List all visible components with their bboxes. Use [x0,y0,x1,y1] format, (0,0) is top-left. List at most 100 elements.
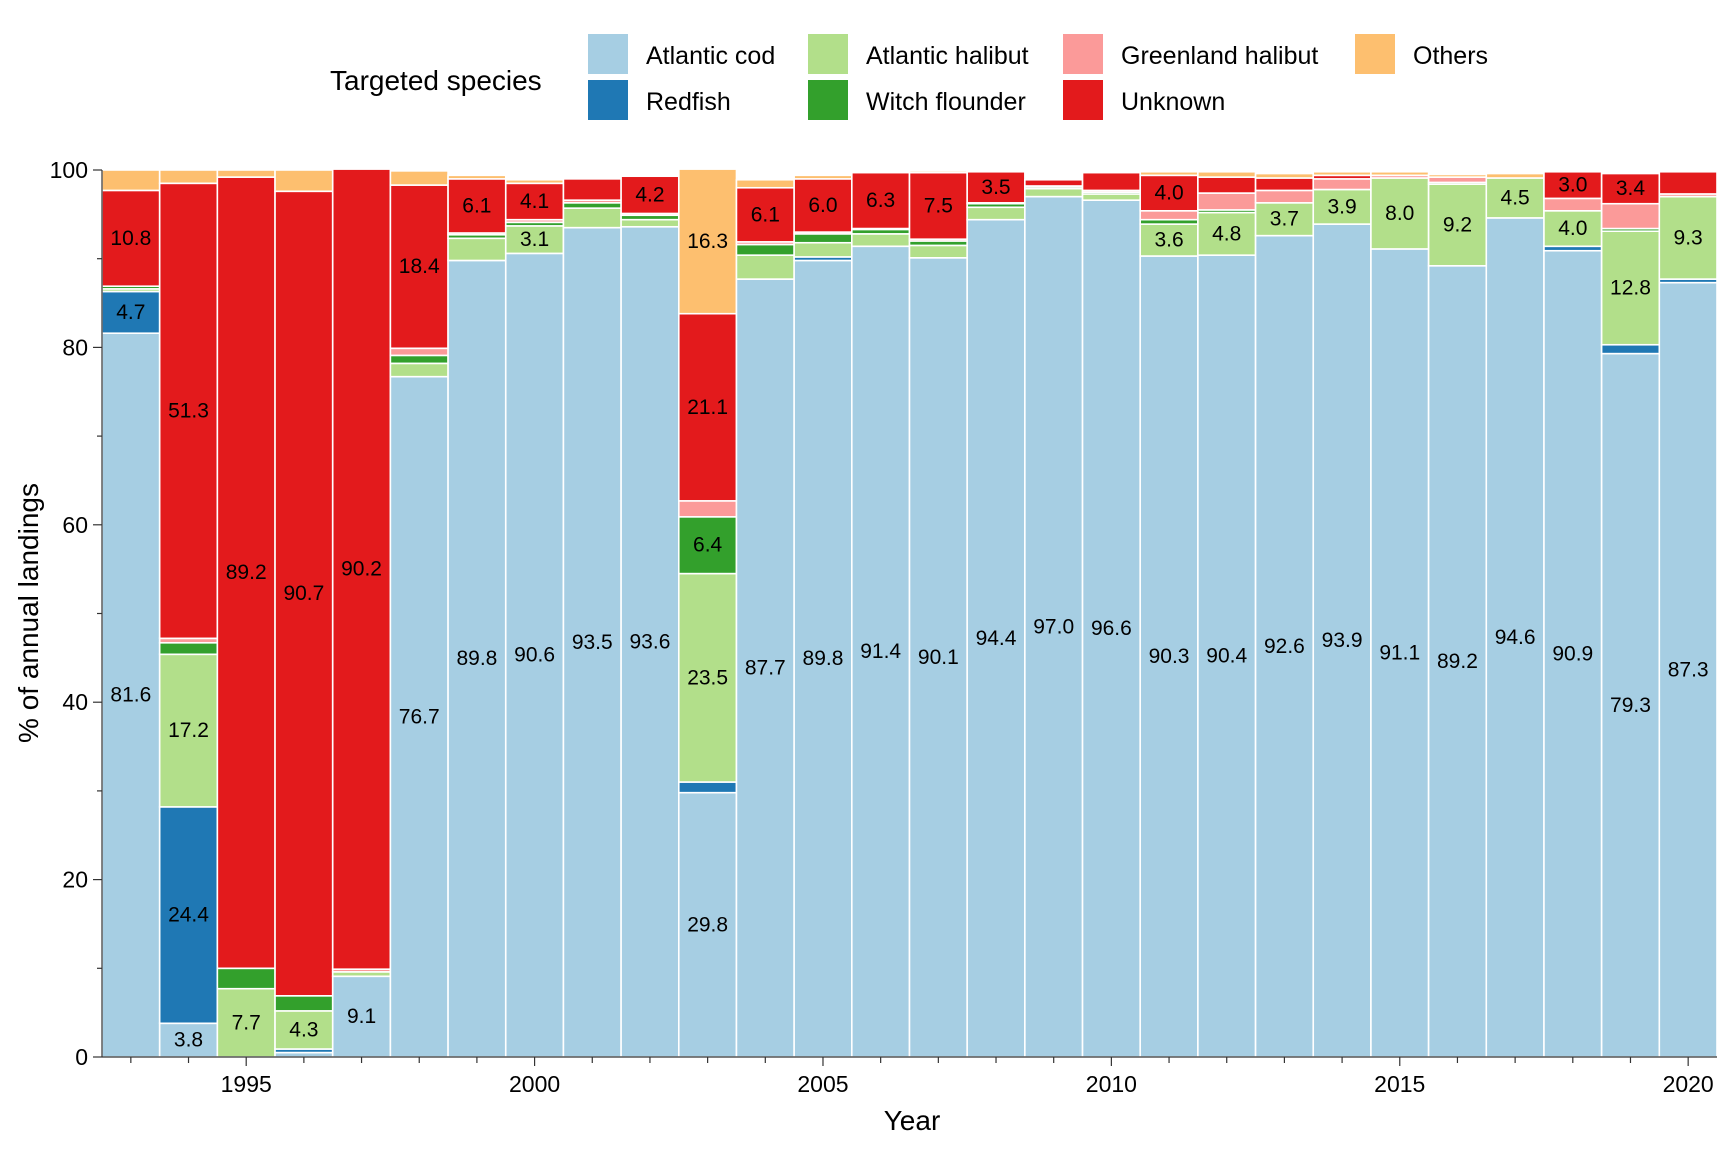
data-label-2018-unknown: 3.0 [1558,174,1587,197]
data-label-1996-atlantic-halibut: 4.3 [289,1018,318,1041]
plot-area: 81.6 4.7 10.8 3.8 24.4 17.2 51.3 7.7 89.2 4.3 90.7… [101,168,1718,1058]
x-axis-title: Year [884,1105,941,1136]
data-label-1994-atlantic-cod: 3.8 [174,1029,203,1052]
data-label-2008-unknown: 3.5 [981,176,1010,199]
bar-2006-atlantic-cod [851,245,911,1058]
bar-2011-others [1139,170,1199,177]
bar-1998-atlantic-cod [389,375,449,1058]
bar-2020-atlantic-halibut [1658,195,1718,280]
data-label-1993-redfish: 4.7 [116,301,145,324]
bar-2003-redfish [677,781,738,794]
y-tick-label: 100 [50,157,88,183]
y-axis-ticks: 0 20 40 60 80 100 [50,157,102,1070]
bar-2012-others [1197,170,1257,178]
legend-key-unknown [1063,80,1103,120]
data-label-2003-atlantic-cod: 29.8 [687,913,728,936]
bar-2017-atlantic-halibut [1485,177,1545,219]
bar-2016-atlantic-cod [1427,264,1488,1058]
bar-2004-others [735,178,795,189]
legend-label-unknown: Unknown [1121,88,1225,116]
bar-2003-greenland-halibut [677,500,738,518]
bar-2002-atlantic-halibut [620,218,680,228]
bar-1999-atlantic-halibut [447,237,507,262]
data-label-2016-atlantic-halibut: 9.2 [1443,213,1472,236]
bar-2015-atlantic-cod [1370,248,1430,1058]
data-label-2019-unknown: 3.4 [1616,177,1646,200]
data-label-2017-atlantic-halibut: 4.5 [1501,186,1530,209]
legend-title: Targeted species [330,65,542,96]
data-label-2013-atlantic-halibut: 3.7 [1270,208,1299,231]
data-label-2002-unknown: 4.2 [635,183,664,206]
bar-2012-atlantic-halibut [1197,211,1257,256]
bar-2005-atlantic-halibut [793,241,853,258]
bar-2018-greenland-halibut [1543,197,1603,212]
bar-1998-greenland-halibut [389,347,449,357]
bar-1994-others [158,169,219,185]
data-label-2011-unknown: 4.0 [1154,182,1183,205]
data-label-2007-unknown: 7.5 [924,194,953,217]
data-label-2012-atlantic-halibut: 4.8 [1212,222,1241,245]
y-tick-label: 20 [62,867,88,893]
x-tick-label-2005: 2005 [797,1071,848,1097]
data-labels-layer: 81.6 4.7 10.8 3.8 24.4 17.2 51.3 7.7 89.2 4.3 90.7… [110,174,1708,1052]
data-label-2004-atlantic-cod: 87.7 [745,657,786,680]
bar-2010-unknown [1081,171,1142,192]
data-label-2000-atlantic-halibut: 3.1 [520,228,549,251]
data-label-1994-unknown: 51.3 [168,399,209,422]
data-label-2015-atlantic-cod: 91.1 [1379,641,1420,664]
bar-1997-unknown [331,168,392,970]
bar-2016-others [1427,173,1488,178]
bar-2004-witch-flounder [735,243,795,256]
bar-2017-others [1485,172,1545,179]
legend-label-greenland-halibut: Greenland halibut [1121,42,1318,70]
bar-2014-atlantic-cod [1312,223,1372,1058]
bar-2020-unknown [1658,170,1718,195]
bar-1999-unknown [447,178,507,234]
data-label-2005-unknown: 6.0 [808,194,837,217]
data-label-1994-atlantic-halibut: 17.2 [168,719,209,742]
legend-key-atlantic-halibut [808,34,848,74]
bar-1998-others [389,170,449,186]
y-tick-label: 40 [62,689,88,715]
x-tick-label-2015: 2015 [1374,1071,1425,1097]
legend-key-greenland-halibut [1063,34,1103,74]
bar-2004-unknown [735,186,795,243]
data-label-2003-atlantic-halibut: 23.5 [687,666,728,689]
data-label-1998-unknown: 18.4 [399,255,440,278]
bar-1998-witch-flounder [389,354,449,365]
bar-2007-unknown [908,171,968,240]
bar-2006-atlantic-halibut [851,233,911,248]
bar-2014-others [1312,170,1372,177]
x-tick-label-1995: 1995 [221,1071,272,1097]
bar-2009-atlantic-cod [1024,195,1084,1058]
bar-1994-unknown [158,182,219,640]
bar-2013-unknown [1254,177,1315,192]
data-label-2007-atlantic-cod: 90.1 [918,646,959,669]
legend-label-others: Others [1413,42,1488,70]
data-label-2011-atlantic-cod: 90.3 [1149,645,1190,668]
data-label-2000-unknown: 4.1 [520,190,549,213]
bar-1999-others [447,174,507,180]
legend-label-atlantic-halibut: Atlantic halibut [866,42,1029,70]
x-axis-ticks: 1995 2000 2005 2010 2015 2020 [130,1057,1714,1097]
data-label-1998-atlantic-cod: 76.7 [399,705,440,728]
legend-key-redfish [588,80,628,120]
data-label-2003-witch-flounder: 6.4 [693,534,723,557]
bar-1999-atlantic-cod [447,259,507,1058]
bar-2013-others [1254,172,1315,179]
y-tick-label: 60 [62,512,88,538]
bar-1995-unknown [216,176,276,970]
legend-label-witch-flounder: Witch flounder [866,88,1026,116]
bar-1998-unknown [389,184,449,350]
bar-2018-atlantic-cod [1543,249,1603,1058]
data-label-2004-unknown: 6.1 [751,203,780,226]
data-label-1993-atlantic-cod: 81.6 [110,684,151,707]
legend-key-others [1355,34,1395,74]
bar-1996-atlantic-halibut [274,1010,334,1050]
data-label-2006-unknown: 6.3 [866,189,895,212]
data-label-2000-atlantic-cod: 90.6 [514,644,555,667]
bar-2005-others [793,174,853,180]
x-tick-label-2010: 2010 [1086,1071,1137,1097]
bar-2020-atlantic-cod [1658,281,1718,1058]
